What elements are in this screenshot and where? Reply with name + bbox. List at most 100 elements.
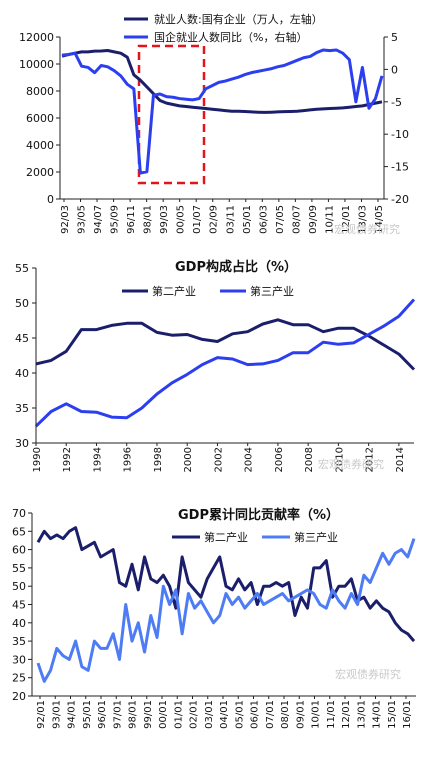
x-tick-label: 2012	[365, 447, 376, 472]
watermark-text: 宏观债券研究	[335, 667, 401, 681]
legend-label-secondary: 第二产业	[152, 284, 196, 298]
y-tick-label-right: 0	[391, 63, 398, 76]
x-tick-label: 07/01	[265, 700, 276, 729]
y-tick-label: 50	[15, 297, 29, 310]
legend-label-secondary: 第二产业	[204, 530, 248, 544]
y-tick-label-left: 12000	[19, 31, 54, 44]
y-tick-label-left: 6000	[26, 112, 54, 125]
x-tick-label: 2010	[334, 447, 345, 472]
x-tick-label: 1992	[62, 447, 73, 472]
y-tick-label-left: 2000	[26, 166, 54, 179]
y-tick-label: 45	[12, 599, 26, 612]
y-tick-label-right: -15	[391, 161, 409, 174]
x-tick-label: 2004	[244, 447, 255, 472]
x-tick-label: 1990	[32, 447, 43, 472]
x-tick-label: 2002	[213, 447, 224, 472]
y-tick-label: 55	[12, 562, 26, 575]
y-tick-label-right: -20	[391, 193, 409, 206]
y-tick-label: 50	[12, 580, 26, 593]
y-tick-label: 45	[15, 332, 29, 345]
watermark-text: 宏观债券研究	[318, 457, 384, 471]
y-tick-label-left: 0	[47, 193, 54, 206]
x-tick-label: 00/01	[158, 700, 169, 729]
x-tick-label: 00/05	[176, 205, 187, 234]
x-tick-label: 10/11	[324, 205, 335, 234]
y-tick-label: 40	[15, 367, 29, 380]
x-tick-label: 94/01	[67, 700, 78, 729]
chart-title: GDP构成占比（%）	[175, 259, 297, 275]
watermark-text: 宏观债券研究	[334, 222, 400, 236]
y-tick-label-right: 5	[391, 31, 398, 44]
y-tick-label: 55	[15, 262, 29, 275]
x-tick-label: 14/05	[374, 205, 385, 234]
x-tick-label: 08/07	[291, 205, 302, 234]
x-tick-label: 08/01	[280, 700, 291, 729]
x-tick-label: 11/01	[326, 700, 337, 729]
x-tick-label: 95/09	[110, 205, 121, 234]
x-tick-label: 97/01	[112, 700, 123, 729]
x-tick-label: 2006	[274, 447, 285, 472]
series-line-employment	[61, 49, 383, 114]
y-tick-label-right: -5	[391, 96, 402, 109]
y-tick-label: 30	[12, 653, 26, 666]
chart-employment: 020004000600080001000012000-20-15-10-505…	[19, 12, 409, 236]
x-tick-label: 12/01	[341, 700, 352, 729]
series-line-yoy	[61, 48, 384, 175]
y-tick-label-left: 10000	[19, 58, 54, 71]
chart-gdp-share: GDP构成占比（%） 第二产业 第三产业 30 35 40 45 50 55 1990 199…	[15, 259, 416, 472]
x-tick-label: 13/03	[357, 205, 368, 234]
chart-title: GDP累计同比贡献率（%）	[178, 507, 339, 523]
x-tick-label: 04/01	[219, 700, 230, 729]
legend: 第二产业 第三产业	[122, 284, 294, 298]
legend: 第二产业 第三产业	[172, 530, 338, 544]
y-tick-label: 65	[12, 525, 26, 538]
x-tick-label: 07/05	[275, 205, 286, 234]
y-tick-label: 70	[12, 507, 26, 520]
x-tick-label: 92/03	[60, 205, 71, 234]
legend-label-employment: 就业人数:国有企业（万人，左轴）	[154, 12, 323, 26]
legend: 就业人数:国有企业（万人，左轴） 国企就业人数同比（%，右轴）	[124, 12, 323, 44]
x-tick-label: 95/01	[82, 700, 93, 729]
legend-label-tertiary: 第三产业	[250, 284, 294, 298]
x-tick-label: 96/11	[126, 205, 137, 234]
x-tick-label: 12/01	[341, 205, 352, 234]
series-line-secondary	[35, 318, 416, 371]
x-tick-label: 03/11	[225, 205, 236, 234]
chart-gdp-contribution: GDP累计同比贡献率（%） 第二产业 第三产业 20 25 30 35 40 45 50 55…	[12, 507, 416, 729]
x-tick-label: 10/01	[311, 700, 322, 729]
y-tick-label: 40	[12, 617, 26, 630]
x-tick-label: 99/03	[159, 205, 170, 234]
y-tick-label-left: 8000	[26, 85, 54, 98]
series-line-secondary	[36, 526, 416, 643]
legend-label-yoy: 国企就业人数同比（%，右轴）	[154, 30, 307, 44]
x-tick-label: 98/01	[143, 205, 154, 234]
x-tick-label: 2008	[304, 447, 315, 472]
x-tick-label: 1996	[123, 447, 134, 472]
x-tick-label: 2000	[183, 447, 194, 472]
x-tick-label: 09/09	[308, 205, 319, 234]
x-tick-label: 2014	[395, 447, 406, 472]
x-tick-label: 02/01	[189, 700, 200, 729]
x-tick-label: 93/05	[77, 205, 88, 234]
y-tick-label: 60	[12, 544, 26, 557]
x-tick-label: 09/01	[295, 700, 306, 729]
x-tick-label: 16/01	[402, 700, 413, 729]
x-tick-label: 03/01	[204, 700, 215, 729]
y-tick-label-left: 4000	[26, 139, 54, 152]
x-tick-label: 01/01	[173, 700, 184, 729]
x-tick-label: 05/01	[242, 205, 253, 234]
x-tick-label: 1998	[153, 447, 164, 472]
series-line-tertiary	[34, 298, 416, 428]
highlight-dashed-box	[137, 44, 206, 185]
x-tick-label: 02/09	[209, 205, 220, 234]
x-tick-label: 01/07	[192, 205, 203, 234]
y-tick-label: 35	[15, 402, 29, 415]
y-tick-label: 35	[12, 635, 26, 648]
legend-label-tertiary: 第三产业	[294, 530, 338, 544]
x-tick-label: 06/01	[250, 700, 261, 729]
x-tick-label: 92/01	[36, 700, 47, 729]
y-tick-label: 20	[12, 690, 26, 703]
x-tick-label: 98/01	[128, 700, 139, 729]
series-line-tertiary	[36, 538, 416, 683]
y-tick-label: 25	[12, 672, 26, 685]
